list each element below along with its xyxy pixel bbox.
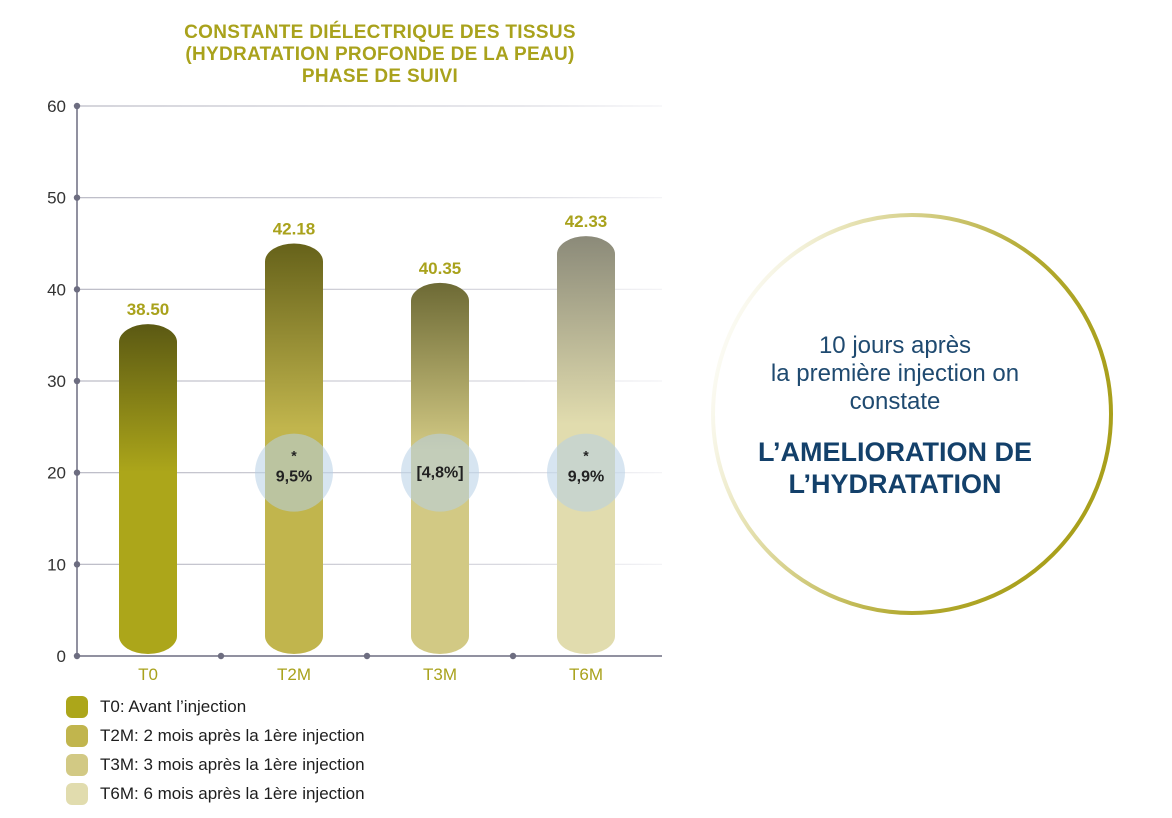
callout-headline-line-2: L’HYDRATATION	[788, 469, 1002, 499]
legend-swatch-t2m	[66, 724, 88, 747]
gridline-30	[77, 380, 662, 382]
change-label-t3m: [4,8%]	[416, 465, 463, 482]
value-label-t0: 38.50	[127, 300, 170, 319]
chart-title-line-1: CONSTANTE DIÉLECTRIQUE DES TISSUS	[184, 22, 576, 43]
change-bubble-t3m	[401, 433, 479, 512]
change-label-t2m: 9,5%	[276, 469, 312, 486]
callout-ring	[711, 213, 1113, 615]
y-tick-label-40: 40	[47, 280, 66, 299]
x-tick-label-t6m: T6M	[569, 665, 603, 684]
callout-circle	[711, 213, 1113, 615]
callout-headline: L’AMELIORATION DE L’HYDRATATION	[720, 436, 1070, 500]
change-label-t6m: 9,9%	[568, 469, 604, 486]
value-label-t3m: 40.35	[419, 259, 462, 278]
callout-line-1: 10 jours après	[818, 332, 972, 359]
y-tick-label-60: 60	[47, 97, 66, 116]
legend-label-t3m: T3M: 3 mois après la 1ère injection	[100, 754, 365, 774]
chart-title: CONSTANTE DIÉLECTRIQUE DES TISSUS (HYDRA…	[110, 22, 650, 88]
data-labels: 38.50 T0 42.18 T2M * 9,5% 40.35 T3M [4,8%] 42.33 T…	[127, 212, 625, 684]
y-tick-label-10: 10	[47, 555, 66, 574]
bar-chart: 0 10 20 30 40 50 60 38.50 T0 42.18 T2M * 9,5% 40.35 T…	[47, 97, 662, 684]
change-bubble-t2m	[255, 433, 333, 512]
chart-title-line-3: PHASE DE SUIVI	[301, 66, 459, 87]
legend-swatch-t3m	[66, 753, 88, 776]
value-label-t2m: 42.18	[273, 220, 316, 239]
y-tick-label-20: 20	[47, 464, 66, 483]
callout-text: 10 jours après la première injection on …	[720, 332, 1070, 500]
callout-line-2: la première injection on	[770, 360, 1020, 387]
x-tick-label-t3m: T3M	[423, 665, 457, 684]
x-separator-dot-0	[217, 652, 225, 660]
gridlines	[77, 105, 662, 565]
y-tick-label-50: 50	[47, 189, 66, 208]
gridline-20	[77, 472, 662, 474]
x-tick-label-t0: T0	[138, 665, 158, 684]
y-tick-label-0: 0	[57, 647, 66, 666]
change-marker-t6m: *	[583, 448, 589, 464]
bar-t0	[119, 324, 177, 654]
change-bubble-t6m	[547, 433, 625, 512]
bars	[119, 236, 615, 654]
axes: 0 10 20 30 40 50 60	[47, 97, 662, 666]
legend-swatch-t0	[66, 695, 88, 718]
legend-label-t6m: T6M: 6 mois après la 1ère injection	[100, 783, 365, 803]
chart-title-line-2: (HYDRATATION PROFONDE DE LA PEAU)	[185, 44, 575, 65]
gridline-60	[77, 105, 662, 107]
x-tick-label-t2m: T2M	[277, 665, 311, 684]
legend-label-t2m: T2M: 2 mois après la 1ère injection	[100, 725, 365, 745]
callout-headline-line-1: L’AMELIORATION DE	[758, 437, 1032, 467]
y-tick-label-30: 30	[47, 372, 66, 391]
gridline-10	[77, 563, 662, 565]
legend-swatch-t6m	[66, 782, 88, 805]
legend-item-t6m: T6M: 6 mois après la 1ère injection	[66, 779, 365, 808]
value-label-t6m: 42.33	[565, 212, 608, 231]
legend: T0: Avant l’injection T2M: 2 mois après …	[66, 692, 365, 808]
x-separator-dot-1	[363, 652, 371, 660]
legend-item-t2m: T2M: 2 mois après la 1ère injection	[66, 721, 365, 750]
legend-item-t0: T0: Avant l’injection	[66, 692, 365, 721]
legend-label-t0: T0: Avant l’injection	[100, 696, 247, 716]
callout-line-3: constate	[849, 388, 941, 415]
gridline-40	[77, 288, 662, 290]
change-marker-t2m: *	[291, 448, 297, 464]
legend-item-t3m: T3M: 3 mois après la 1ère injection	[66, 750, 365, 779]
x-separator-dot-2	[509, 652, 517, 660]
gridline-50	[77, 197, 662, 199]
